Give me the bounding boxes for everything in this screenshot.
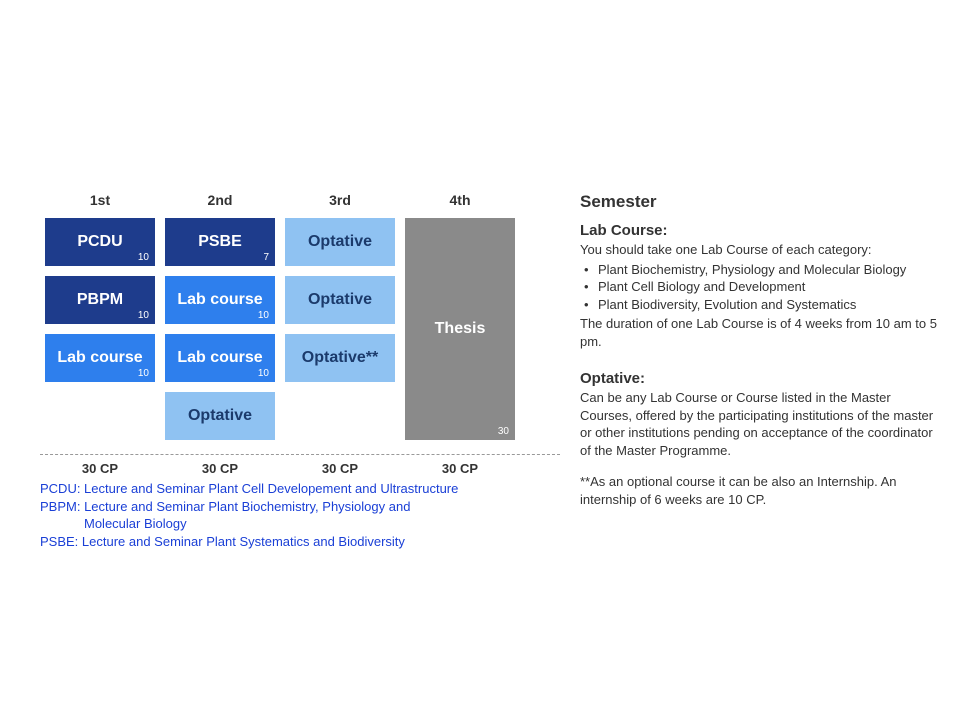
course-cp: 10 xyxy=(138,310,149,321)
legend-pcdu: PCDU: Lecture and Seminar Plant Cell Dev… xyxy=(40,480,560,498)
semester-header-1: 1st xyxy=(40,192,160,208)
course-cell: Optative xyxy=(165,392,275,440)
lab-course-list: Plant Biochemistry, Physiology and Molec… xyxy=(580,261,937,314)
cp-sem3: 30 CP xyxy=(280,461,400,476)
course-label: Optative xyxy=(308,291,372,309)
course-cp: 7 xyxy=(263,252,269,263)
course-cp: 10 xyxy=(138,368,149,379)
course-cp: 10 xyxy=(258,368,269,379)
lab-item-2: Plant Cell Biology and Development xyxy=(584,278,937,296)
course-label: PBPM xyxy=(77,291,123,309)
course-label: Thesis xyxy=(435,320,486,338)
cp-sem4: 30 CP xyxy=(400,461,520,476)
lab-duration: The duration of one Lab Course is of 4 w… xyxy=(580,315,937,350)
optative-heading: Optative: xyxy=(580,370,937,387)
curriculum-panel: 1st 2nd 3rd 4th PCDU10PBPM10Lab course10… xyxy=(40,192,560,550)
credit-points-row: 30 CP 30 CP 30 CP 30 CP xyxy=(40,461,560,476)
course-label: Lab course xyxy=(177,349,262,367)
lab-item-3: Plant Biodiversity, Evolution and System… xyxy=(584,296,937,314)
course-cell: Optative xyxy=(285,276,395,324)
lab-item-1: Plant Biochemistry, Physiology and Molec… xyxy=(584,261,937,279)
optative-body: Can be any Lab Course or Course listed i… xyxy=(580,389,937,459)
course-cp: 10 xyxy=(258,310,269,321)
course-cell: PCDU 10 xyxy=(45,218,155,266)
main-container: 1st 2nd 3rd 4th PCDU10PBPM10Lab course10… xyxy=(40,192,937,550)
course-cell: Lab course10 xyxy=(45,334,155,382)
course-label: PSBE xyxy=(198,233,242,251)
semester-header-3: 3rd xyxy=(280,192,400,208)
semester-header-4: 4th xyxy=(400,192,520,208)
course-label: Lab course xyxy=(177,291,262,309)
cp-sem2: 30 CP xyxy=(160,461,280,476)
course-cell: Thesis 30 xyxy=(405,218,515,440)
course-cp: 30 xyxy=(498,426,509,437)
course-cp: 10 xyxy=(138,252,149,263)
course-cell: PSBE 7 xyxy=(165,218,275,266)
course-label: Lab course xyxy=(57,349,142,367)
cp-sem1: 30 CP xyxy=(40,461,160,476)
course-cell: PBPM 10 xyxy=(45,276,155,324)
legend-pbpm-l1: PBPM: Lecture and Seminar Plant Biochemi… xyxy=(40,498,560,516)
legend-psbe: PSBE: Lecture and Seminar Plant Systemat… xyxy=(40,533,560,551)
course-label: Optative** xyxy=(302,349,378,367)
semester-header-2: 2nd xyxy=(160,192,280,208)
legend-pbpm-l2: Molecular Biology xyxy=(40,515,560,533)
abbreviation-legend: PCDU: Lecture and Seminar Plant Cell Dev… xyxy=(40,480,560,550)
optative-note: **As an optional course it can be also a… xyxy=(580,473,937,508)
lab-course-intro: You should take one Lab Course of each c… xyxy=(580,241,937,259)
course-label: PCDU xyxy=(77,233,122,251)
course-cell: Optative** xyxy=(285,334,395,382)
course-cell: Lab course10 xyxy=(165,334,275,382)
course-label: Optative xyxy=(188,407,252,425)
description-panel: Semester Lab Course: You should take one… xyxy=(560,192,937,550)
curriculum-grid: PCDU10PBPM10Lab course10PSBE7Lab course1… xyxy=(40,218,560,450)
course-cell: Lab course10 xyxy=(165,276,275,324)
course-label: Optative xyxy=(308,233,372,251)
semester-headers-row: 1st 2nd 3rd 4th xyxy=(40,192,560,208)
lab-course-heading: Lab Course: xyxy=(580,222,937,239)
dashed-divider xyxy=(40,454,560,455)
semester-title: Semester xyxy=(580,192,937,212)
course-cell: Optative xyxy=(285,218,395,266)
